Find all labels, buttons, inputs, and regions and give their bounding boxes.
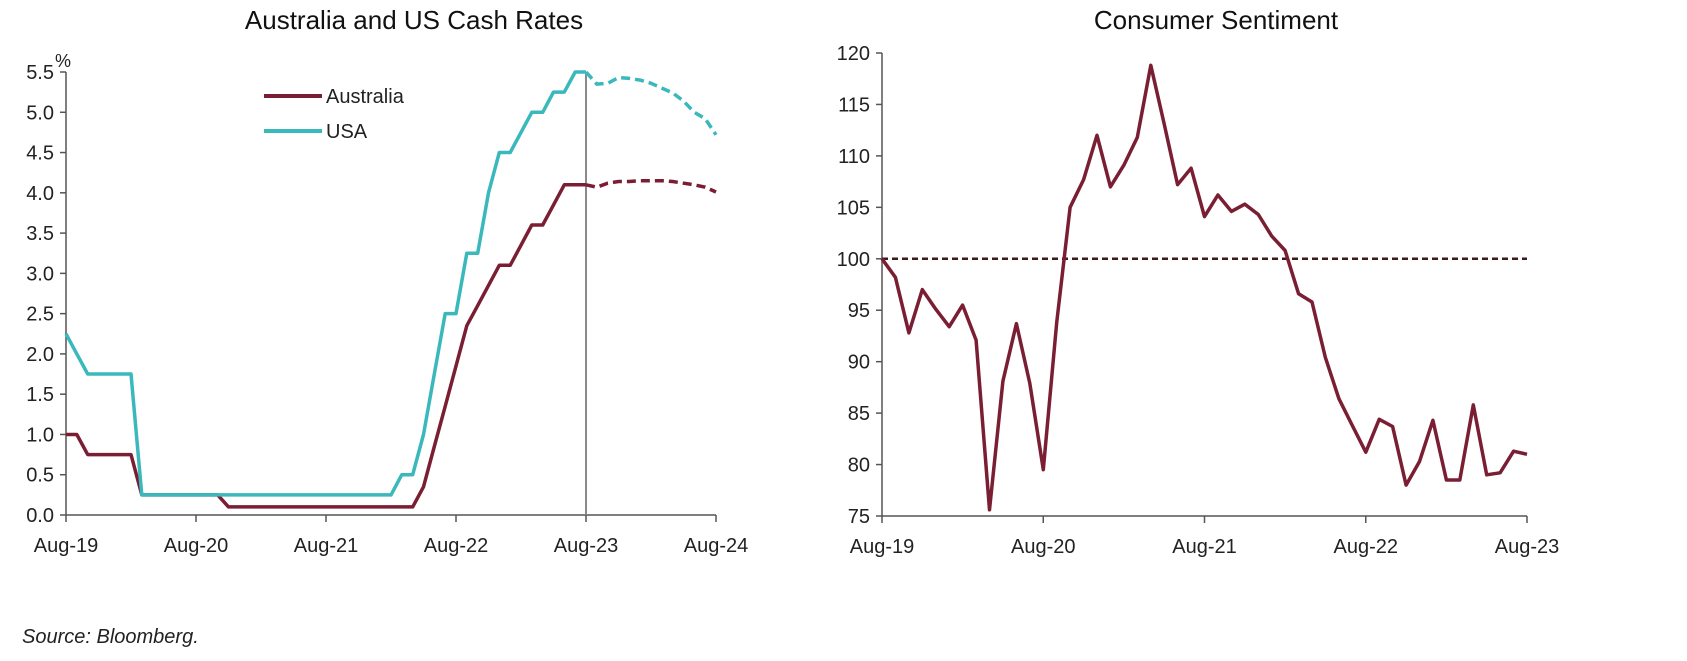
usa-legend-label: USA xyxy=(326,121,368,143)
cash-rates-y-tick-label: 3.5 xyxy=(26,223,54,245)
consumer-sentiment-chart: Consumer Sentiment 75 80 85 90 95 100 105 110 11… xyxy=(837,5,1560,558)
cash-rates-y-tick-label: 2.5 xyxy=(26,304,54,326)
consumer-sentiment-axes: 75 80 85 90 95 100 105 110 115 120 Aug-19 Aug-20 Aug… xyxy=(837,43,1560,558)
sentiment-x-tick-label: Aug-19 xyxy=(850,536,915,558)
sentiment-x-tick-label: Aug-23 xyxy=(1495,536,1560,558)
sentiment-line xyxy=(880,63,1528,512)
cash-rates-y-unit: % xyxy=(55,51,71,71)
australia-legend-label: Australia xyxy=(326,86,405,108)
consumer-sentiment-series xyxy=(880,63,1528,512)
cash-rates-legend: Australia USA xyxy=(264,86,405,143)
australia-rate-forecast-line xyxy=(585,178,717,194)
cash-rates-chart: Australia and US Cash Rates % 0.0 0.5 1.0 1… xyxy=(26,5,748,557)
sentiment-y-tick-label: 110 xyxy=(838,146,870,168)
cash-rates-y-tick-label: 0.0 xyxy=(26,505,54,527)
sentiment-y-tick-label: 100 xyxy=(837,249,870,271)
cash-rates-x-tick-label: Aug-22 xyxy=(424,535,489,557)
sentiment-y-tick-label: 85 xyxy=(848,403,870,425)
sentiment-x-tick-label: Aug-20 xyxy=(1011,536,1076,558)
sentiment-y-tick-label: 105 xyxy=(837,197,870,219)
cash-rates-y-tick-label: 4.0 xyxy=(26,183,54,205)
sentiment-y-tick-label: 115 xyxy=(838,94,870,116)
usa-rate-line xyxy=(64,70,586,497)
cash-rates-x-tick-label: Aug-24 xyxy=(684,535,749,557)
cash-rates-x-tick-label: Aug-21 xyxy=(294,535,359,557)
cash-rates-x-tick-label: Aug-19 xyxy=(34,535,99,557)
cash-rates-y-tick-label: 5.0 xyxy=(26,102,54,124)
cash-rates-y-tick-label: 0.5 xyxy=(26,465,54,487)
sentiment-y-tick-label: 120 xyxy=(837,43,870,65)
cash-rates-series xyxy=(64,70,718,509)
source-note: Source: Bloomberg. xyxy=(22,626,199,648)
cash-rates-x-tick-label: Aug-23 xyxy=(554,535,619,557)
usa-rate-forecast-line xyxy=(584,70,718,136)
sentiment-y-tick-label: 80 xyxy=(848,455,870,477)
sentiment-y-tick-label: 75 xyxy=(848,506,870,528)
sentiment-y-tick-label: 90 xyxy=(848,352,870,374)
cash-rates-y-tick-label: 5.5 xyxy=(26,62,54,84)
cash-rates-y-tick-label: 4.5 xyxy=(26,143,54,165)
sentiment-x-tick-label: Aug-22 xyxy=(1334,536,1399,558)
cash-rates-y-tick-label: 2.0 xyxy=(26,344,54,366)
cash-rates-y-tick-label: 1.0 xyxy=(26,424,54,446)
australia-rate-line xyxy=(66,183,586,509)
cash-rates-axes: 0.0 0.5 1.0 1.5 2.0 2.5 3.0 3.5 4.0 4.5 5.0 5.5 Aug-… xyxy=(26,62,748,557)
consumer-sentiment-chart-title: Consumer Sentiment xyxy=(1094,5,1339,35)
cash-rates-chart-title: Australia and US Cash Rates xyxy=(245,5,583,35)
cash-rates-y-tick-label: 1.5 xyxy=(26,384,54,406)
cash-rates-y-tick-label: 3.0 xyxy=(26,263,54,285)
cash-rates-x-tick-label: Aug-20 xyxy=(164,535,229,557)
sentiment-x-tick-label: Aug-21 xyxy=(1172,536,1237,558)
sentiment-y-tick-label: 95 xyxy=(848,300,870,322)
